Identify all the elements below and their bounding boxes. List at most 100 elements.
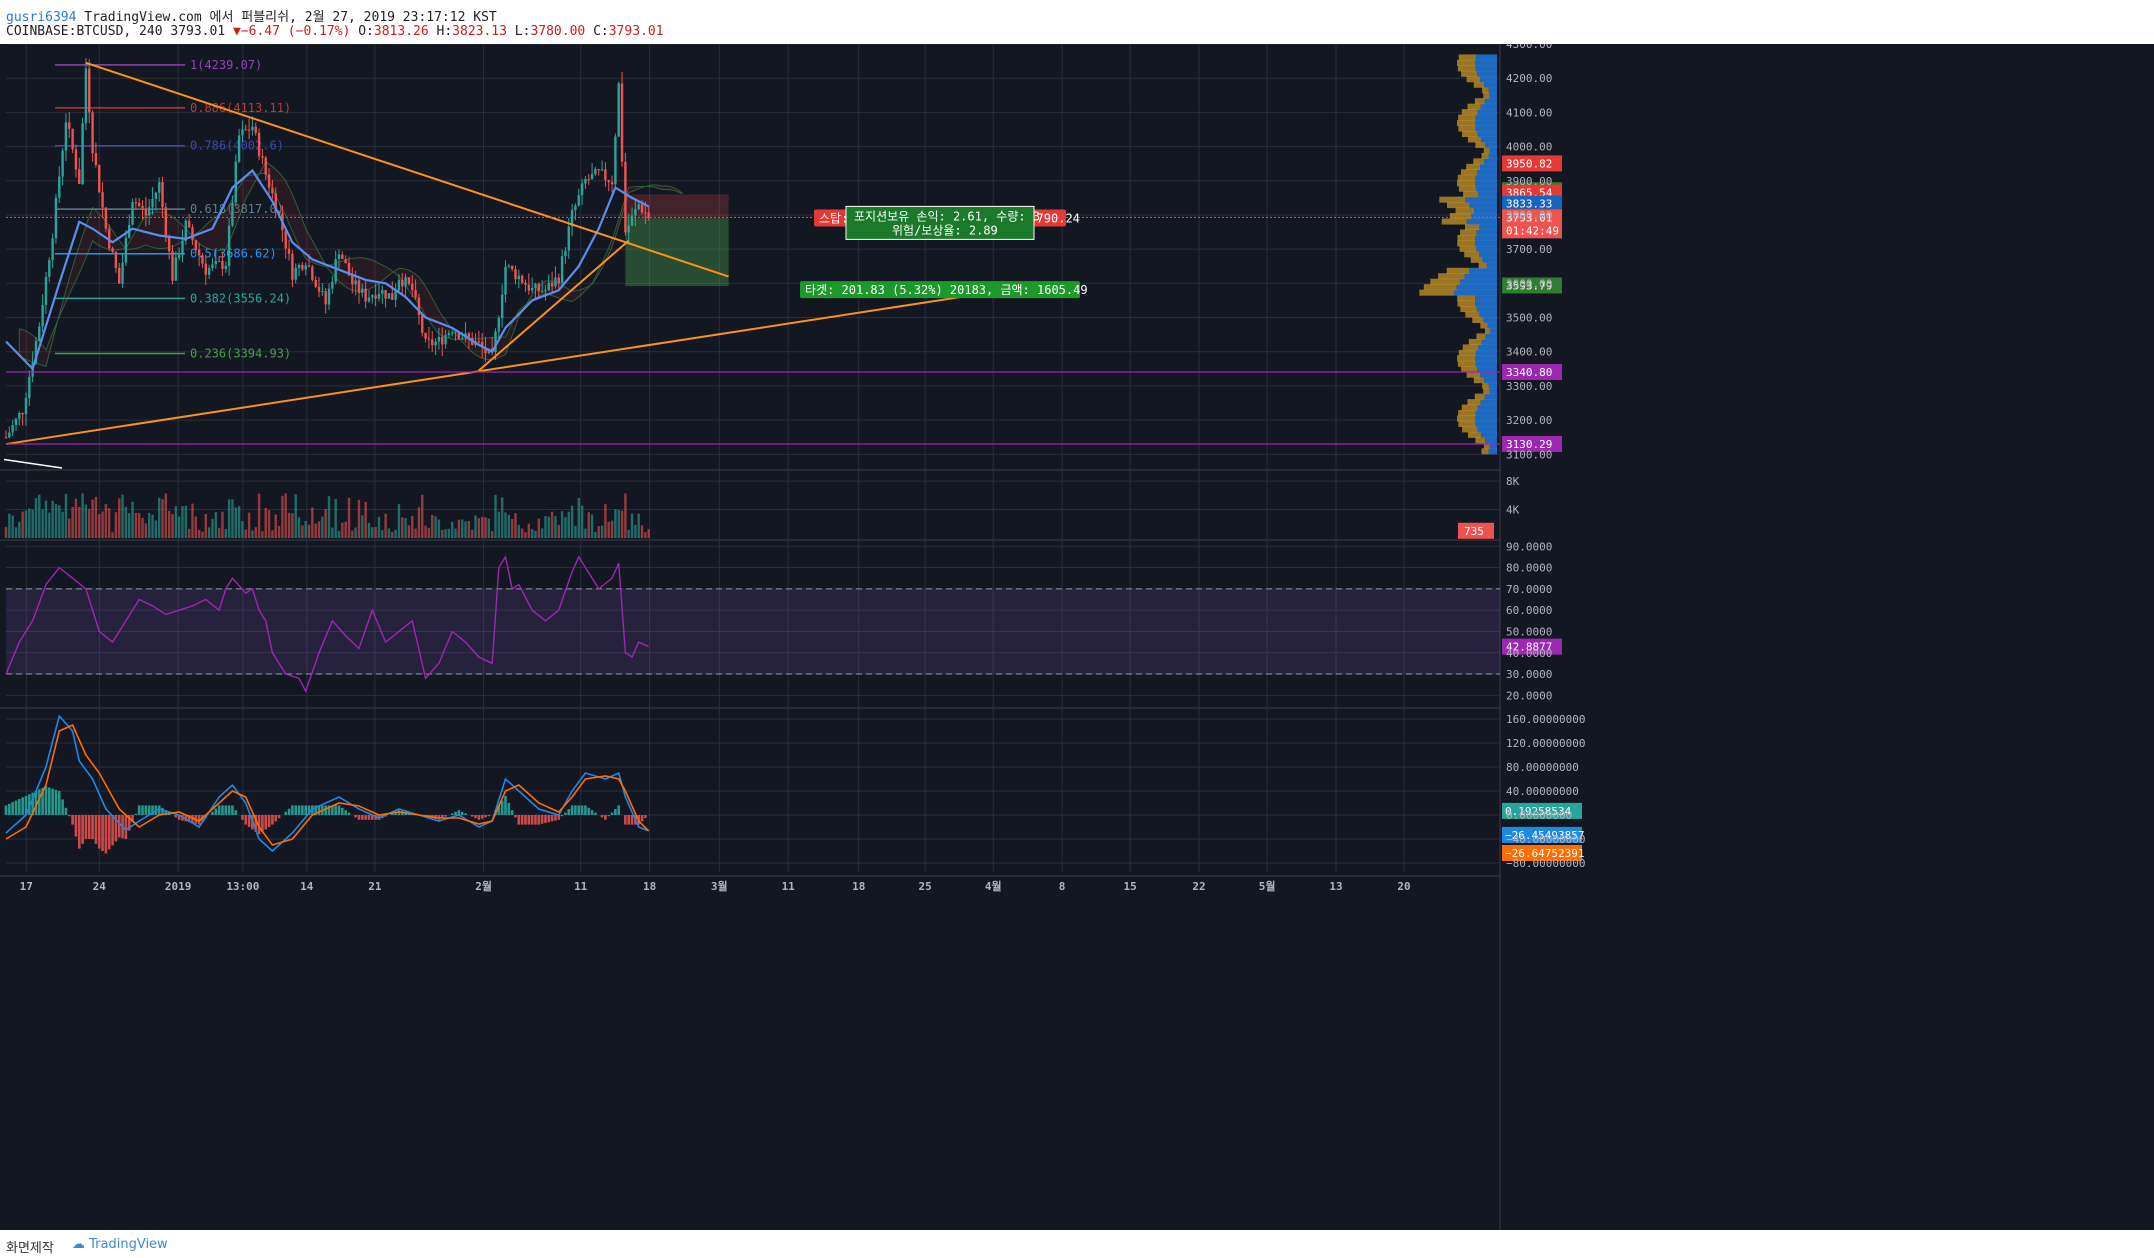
volume-profile-buy xyxy=(1479,224,1497,231)
candle-body xyxy=(444,335,447,345)
close-label: C: xyxy=(593,24,609,39)
volume-bar xyxy=(507,514,511,538)
volume-bar xyxy=(590,514,594,538)
macd-histogram-bar xyxy=(264,815,268,830)
volume-bar xyxy=(24,510,28,538)
volume-bar xyxy=(224,528,227,538)
candle-body xyxy=(524,282,527,285)
low-value: 3780.00 xyxy=(530,24,586,39)
volume-bar xyxy=(577,497,580,538)
volume-bar xyxy=(108,508,111,538)
time-tick-label: 24 xyxy=(93,880,107,893)
volume-bar xyxy=(164,493,168,538)
price-tick-label: 3300.00 xyxy=(1506,380,1552,393)
volume-profile-sell xyxy=(1476,333,1486,340)
candle-body xyxy=(58,176,61,198)
volume-profile-sell xyxy=(1460,169,1478,176)
volume-profile-sell xyxy=(1460,306,1477,313)
volume-profile-sell xyxy=(1455,207,1475,214)
volume-bar xyxy=(587,512,590,538)
volume-profile-sell xyxy=(1457,295,1476,302)
candle-body xyxy=(434,341,437,346)
candle-body xyxy=(138,202,141,207)
macd-histogram-bar xyxy=(357,815,361,820)
candle-body xyxy=(584,179,587,184)
time-tick-label: 14 xyxy=(300,880,314,893)
candle-body xyxy=(484,347,487,354)
volume-profile-sell xyxy=(1464,224,1480,231)
volume-bar xyxy=(204,513,207,538)
volume-profile-buy xyxy=(1489,388,1497,395)
candle-body xyxy=(401,279,404,287)
candle-body xyxy=(387,293,391,299)
volume-bar xyxy=(624,493,627,538)
macd-histogram-bar xyxy=(480,815,484,819)
tradingview-logo[interactable]: ☁ TradingView xyxy=(72,1237,168,1252)
macd-histogram-bar xyxy=(14,800,18,815)
volume-bar xyxy=(207,527,211,538)
volume-bar xyxy=(467,520,471,538)
price-tag: 3340.80 xyxy=(1506,366,1552,379)
macd-histogram-bar xyxy=(244,815,248,825)
macd-histogram-bar xyxy=(554,815,557,821)
candle-body xyxy=(131,202,134,226)
candle-body xyxy=(540,291,544,293)
candle-body xyxy=(354,280,357,285)
volume-bar xyxy=(630,513,634,538)
macd-histogram-bar xyxy=(191,815,194,823)
macd-histogram-bar xyxy=(47,787,51,815)
volume-bar xyxy=(444,529,447,538)
volume-bar xyxy=(600,525,604,538)
rsi-last-label: 42.8877 xyxy=(1506,641,1552,654)
macd-histogram-bar xyxy=(151,805,154,815)
macd-histogram-bar xyxy=(624,815,627,825)
macd-histogram-bar xyxy=(510,810,514,815)
chart-svg[interactable]: 1(4239.07) 0.886(4113.11) 0.786(4002.6) 0.6… xyxy=(0,38,2154,1230)
volume-profile-buy xyxy=(1479,311,1497,318)
volume-profile-buy xyxy=(1475,349,1497,356)
volume-bar xyxy=(181,506,184,538)
chart-area[interactable]: 1(4239.07) 0.886(4113.11) 0.786(4002.6) 0.6… xyxy=(0,38,2154,1230)
candle-body xyxy=(317,286,321,292)
volume-profile-buy xyxy=(1488,152,1497,159)
candle-body xyxy=(497,317,501,332)
volume-profile-buy xyxy=(1483,158,1497,165)
volume-profile-buy xyxy=(1485,437,1497,444)
price-tick-label: 4300.00 xyxy=(1506,44,1552,51)
volume-bar xyxy=(91,499,94,538)
volume-profile-buy xyxy=(1466,218,1497,225)
price-tag-bg xyxy=(1502,277,1562,294)
volume-profile-sell xyxy=(1458,114,1476,121)
candle-body xyxy=(217,260,221,262)
volume-bar xyxy=(134,512,138,538)
candle-body xyxy=(391,293,394,300)
macd-tick-label: 120.00000000 xyxy=(1506,737,1585,750)
fib-level-label: 0.5(3686.62) xyxy=(190,247,277,261)
macd-histogram-bar xyxy=(74,815,78,837)
macd-histogram-bar xyxy=(334,805,337,815)
volume-bar xyxy=(461,519,464,538)
time-tick-label: 2월 xyxy=(475,879,492,893)
volume-bar xyxy=(324,509,327,538)
volume-profile-sell xyxy=(1484,327,1491,334)
candle-body xyxy=(557,277,560,284)
volume-profile-buy xyxy=(1476,245,1497,252)
macd-histogram-bar xyxy=(91,815,94,839)
volume-profile-sell xyxy=(1461,404,1478,411)
author-link[interactable]: gusri6394 xyxy=(6,10,77,25)
volume-profile-buy xyxy=(1489,92,1497,99)
candle-body xyxy=(344,259,347,264)
macd-histogram-bar xyxy=(367,815,371,820)
pnl-box xyxy=(845,205,1035,240)
volume-profile-sell xyxy=(1458,54,1476,61)
volume-bar xyxy=(344,521,347,538)
volume-bar xyxy=(620,510,624,538)
volume-bar xyxy=(637,513,640,538)
macd-histogram-bar xyxy=(214,808,218,815)
volume-bar xyxy=(394,529,397,538)
volume-bar xyxy=(104,504,108,538)
macd-histogram-bar xyxy=(287,808,291,815)
candle-body xyxy=(377,293,381,299)
macd-histogram-bar xyxy=(271,815,274,825)
volume-bar xyxy=(88,508,91,538)
